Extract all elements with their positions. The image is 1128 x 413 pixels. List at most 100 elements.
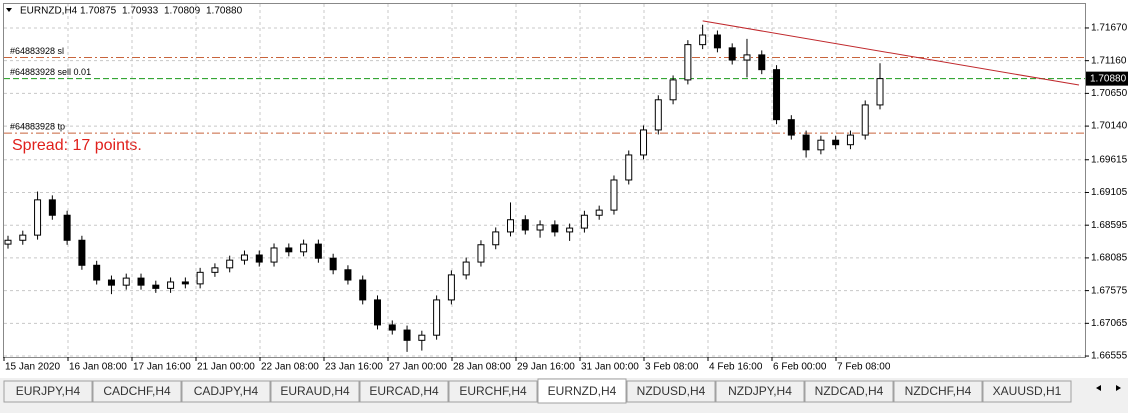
candle-body bbox=[226, 259, 234, 269]
candle-body bbox=[314, 243, 322, 259]
current-price-box bbox=[1086, 71, 1128, 86]
x-tick-label: 17 Jan 16:00 bbox=[133, 362, 191, 373]
candle-body bbox=[846, 134, 854, 146]
candle-body bbox=[93, 264, 101, 281]
active-tab[interactable] bbox=[537, 378, 627, 404]
candle-body bbox=[477, 244, 485, 263]
header-ohlc: 1.70880 bbox=[206, 6, 243, 17]
order-level-label: #64883928 tp bbox=[10, 122, 65, 132]
y-tick-label: 1.69615 bbox=[1091, 154, 1128, 165]
tab-label[interactable]: EURJPY,H4 bbox=[16, 384, 81, 398]
tab[interactable] bbox=[448, 380, 538, 403]
tab-label[interactable]: NZDCAD,H4 bbox=[815, 384, 884, 398]
header-ohlc: 1.70933 bbox=[122, 6, 159, 17]
tab-label[interactable]: EURCAD,H4 bbox=[369, 384, 439, 398]
candle-body bbox=[640, 129, 648, 156]
tab-label[interactable]: NZDJPY,H4 bbox=[728, 384, 792, 398]
candle-body bbox=[802, 134, 810, 151]
candle-body bbox=[344, 269, 352, 281]
candle-body bbox=[196, 271, 204, 285]
y-tick-label: 1.67575 bbox=[1091, 285, 1128, 296]
candle-body bbox=[329, 257, 337, 271]
tab[interactable] bbox=[92, 380, 182, 403]
tab[interactable] bbox=[804, 380, 894, 403]
header-arrow bbox=[6, 8, 12, 12]
order-level-label: #64883928 sl bbox=[10, 46, 64, 56]
x-tick-label: 4 Feb 16:00 bbox=[709, 362, 763, 373]
candle-body bbox=[167, 281, 175, 289]
candle-body bbox=[861, 104, 869, 136]
candle-body bbox=[63, 214, 71, 241]
tab-label[interactable]: CADCHF,H4 bbox=[103, 384, 171, 398]
candle-body bbox=[787, 119, 795, 136]
y-tick-label: 1.69105 bbox=[1091, 187, 1128, 198]
tab-label[interactable]: EURCHF,H4 bbox=[459, 384, 527, 398]
candle-body bbox=[595, 209, 603, 216]
candle-body bbox=[433, 299, 441, 336]
candle-body bbox=[536, 224, 544, 231]
x-tick-label: 28 Jan 08:00 bbox=[453, 362, 511, 373]
candle-body bbox=[773, 69, 781, 121]
candle-body bbox=[388, 324, 396, 331]
tab[interactable] bbox=[715, 380, 805, 403]
x-tick-label: 29 Jan 16:00 bbox=[517, 362, 575, 373]
spread-annotation: Spread: 17 points. bbox=[12, 137, 142, 154]
candle-body bbox=[625, 154, 633, 181]
candle-body bbox=[817, 139, 825, 151]
x-tick-label: 6 Feb 00:00 bbox=[773, 362, 827, 373]
candle-body bbox=[654, 99, 662, 131]
y-tick-label: 1.66555 bbox=[1091, 351, 1128, 362]
tab[interactable] bbox=[181, 380, 271, 403]
x-tick-label: 16 Jan 08:00 bbox=[69, 362, 127, 373]
y-tick-label: 1.68595 bbox=[1091, 220, 1128, 231]
candle-body bbox=[758, 54, 766, 71]
x-tick-label: 31 Jan 00:00 bbox=[581, 362, 639, 373]
x-tick-label: 27 Jan 00:00 bbox=[389, 362, 447, 373]
tab[interactable] bbox=[893, 380, 983, 403]
order-level-label: #64883928 sell 0.01 bbox=[10, 67, 91, 77]
candle-body bbox=[240, 254, 248, 261]
chart-background bbox=[0, 0, 1128, 378]
candle-body bbox=[403, 329, 411, 341]
candle-body bbox=[462, 261, 470, 276]
candle-body bbox=[551, 224, 559, 233]
x-tick-label: 23 Jan 16:00 bbox=[325, 362, 383, 373]
tab-label[interactable]: NZDUSD,H4 bbox=[637, 384, 706, 398]
header-ohlc: 1.70875 bbox=[80, 6, 117, 17]
y-tick-label: 1.68085 bbox=[1091, 253, 1128, 264]
candle-body bbox=[270, 247, 278, 263]
tab[interactable] bbox=[982, 380, 1072, 403]
candle-body bbox=[107, 279, 115, 286]
tab-label[interactable]: EURAUD,H4 bbox=[280, 384, 350, 398]
x-tick-label: 21 Jan 00:00 bbox=[197, 362, 255, 373]
tab-label[interactable]: XAUUSD,H1 bbox=[993, 384, 1062, 398]
candle-body bbox=[743, 54, 751, 61]
candle-body bbox=[19, 234, 27, 241]
scroll-right[interactable] bbox=[1116, 385, 1121, 391]
y-tick-label: 1.71160 bbox=[1091, 55, 1127, 66]
tab-label[interactable]: CADJPY,H4 bbox=[194, 384, 259, 398]
tab[interactable] bbox=[626, 380, 716, 403]
x-tick-label: 7 Feb 08:00 bbox=[837, 362, 891, 373]
y-tick-label: 1.70140 bbox=[1091, 121, 1128, 132]
tab[interactable] bbox=[270, 380, 360, 403]
x-tick-label: 15 Jan 2020 bbox=[5, 362, 60, 373]
candle-body bbox=[373, 299, 381, 326]
tab[interactable] bbox=[3, 380, 93, 403]
candle-body bbox=[300, 243, 308, 253]
candle-body bbox=[876, 78, 884, 106]
y-tick-label: 1.70650 bbox=[1091, 88, 1128, 99]
candle-body bbox=[152, 284, 160, 289]
candle-body bbox=[447, 274, 455, 301]
tab-label[interactable]: NZDCHF,H4 bbox=[905, 384, 972, 398]
tab-label[interactable]: EURNZD,H4 bbox=[548, 384, 617, 398]
candle-body bbox=[78, 239, 86, 266]
candle-body bbox=[34, 199, 42, 236]
candle-body bbox=[832, 139, 840, 146]
scroll-left[interactable] bbox=[1096, 385, 1101, 391]
candle-body bbox=[211, 267, 219, 273]
tab[interactable] bbox=[359, 380, 449, 403]
candle-body bbox=[122, 277, 130, 286]
candle-body bbox=[521, 219, 529, 231]
